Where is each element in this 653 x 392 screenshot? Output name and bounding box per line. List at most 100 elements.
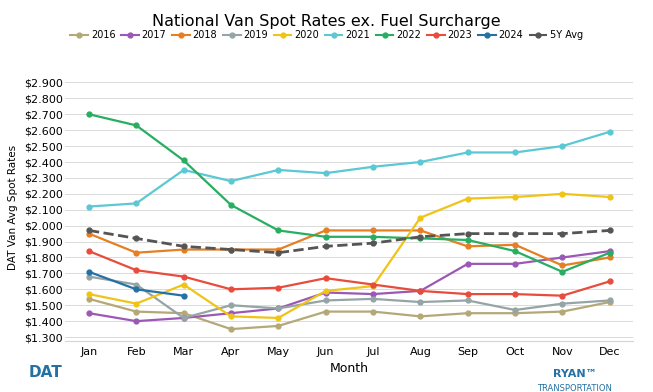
2020 [417,215,424,220]
2022 [511,249,519,254]
5Y Avg [369,241,377,245]
2019 [180,316,187,320]
2020 [274,316,282,320]
2023 [417,289,424,293]
2018 [180,247,187,252]
2023 [558,293,566,298]
2023 [464,292,471,296]
2017 [180,316,187,320]
2023 [133,268,140,272]
2016 [274,323,282,328]
Line: 2024: 2024 [87,269,186,298]
Line: 2017: 2017 [87,249,612,323]
5Y Avg [511,231,519,236]
5Y Avg [227,247,235,252]
2018 [606,255,614,260]
2022 [558,269,566,274]
2019 [85,274,93,279]
2017 [85,311,93,316]
2020 [511,195,519,200]
2016 [464,311,471,316]
2022 [85,112,93,116]
Text: TRANSPORTATION: TRANSPORTATION [537,384,612,392]
2020 [322,289,330,293]
Line: 2019: 2019 [87,274,612,320]
2016 [180,311,187,316]
2022 [322,234,330,239]
2019 [606,298,614,303]
Line: 2022: 2022 [87,112,612,274]
Line: 2018: 2018 [87,228,612,268]
5Y Avg [133,236,140,241]
2021 [85,204,93,209]
2023 [511,292,519,296]
2016 [227,327,235,332]
2022 [227,203,235,207]
2022 [180,158,187,163]
2022 [464,238,471,242]
5Y Avg [322,244,330,249]
2021 [180,168,187,172]
2021 [417,160,424,164]
2016 [133,309,140,314]
2022 [274,228,282,233]
2017 [417,289,424,293]
2022 [133,123,140,128]
2023 [85,249,93,254]
2017 [322,290,330,295]
2021 [511,150,519,155]
2019 [322,298,330,303]
2016 [558,309,566,314]
Text: National Van Spot Rates ex. Fuel Surcharge: National Van Spot Rates ex. Fuel Surchar… [152,14,501,29]
2019 [133,282,140,287]
X-axis label: Month: Month [330,362,369,375]
2024 [180,293,187,298]
2017 [464,261,471,266]
2018 [464,244,471,249]
5Y Avg [558,231,566,236]
2022 [606,250,614,255]
2021 [274,168,282,172]
Line: 2021: 2021 [87,129,612,209]
2021 [133,201,140,206]
2018 [85,231,93,236]
2016 [85,296,93,301]
2018 [133,250,140,255]
2023 [227,287,235,292]
2016 [606,300,614,305]
2021 [322,171,330,176]
2018 [417,228,424,233]
2017 [227,311,235,316]
Line: 5Y Avg: 5Y Avg [87,228,612,255]
2019 [464,298,471,303]
2017 [274,306,282,311]
2023 [606,279,614,284]
Text: RYAN™: RYAN™ [553,369,596,379]
2019 [369,296,377,301]
2020 [85,292,93,296]
2021 [606,129,614,134]
2018 [322,228,330,233]
2017 [606,249,614,254]
Text: DAT: DAT [29,365,63,380]
2020 [227,314,235,319]
2024 [133,287,140,292]
2019 [227,303,235,308]
2017 [558,255,566,260]
5Y Avg [417,234,424,239]
5Y Avg [464,231,471,236]
2019 [511,308,519,312]
2024 [85,269,93,274]
2022 [417,236,424,241]
2016 [369,309,377,314]
5Y Avg [274,250,282,255]
2020 [180,282,187,287]
5Y Avg [606,228,614,233]
5Y Avg [85,228,93,233]
2018 [227,247,235,252]
2016 [417,314,424,319]
Legend: 2016, 2017, 2018, 2019, 2020, 2021, 2022, 2023, 2024, 5Y Avg: 2016, 2017, 2018, 2019, 2020, 2021, 2022… [71,30,582,40]
2019 [274,306,282,311]
2019 [558,301,566,306]
2022 [369,234,377,239]
